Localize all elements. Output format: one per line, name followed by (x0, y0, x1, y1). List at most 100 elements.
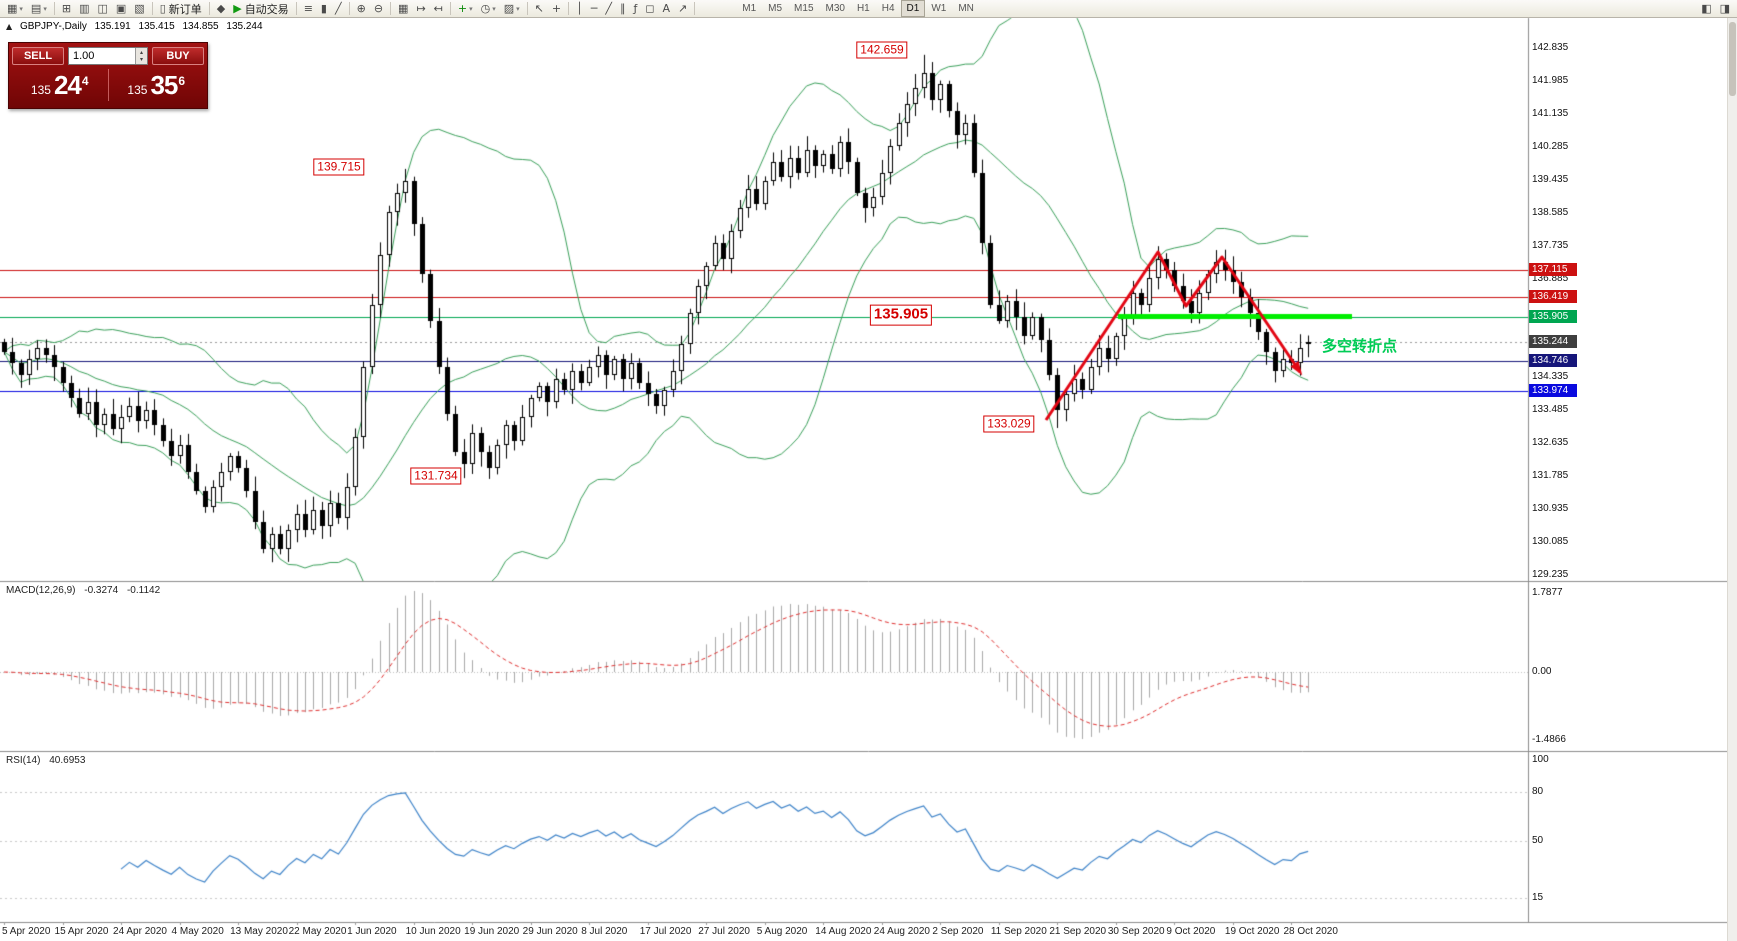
timeframe-m1-button[interactable]: M1 (742, 3, 757, 14)
timeframe-m5-button[interactable]: M5 (768, 3, 783, 14)
data-window-button[interactable]: ▥ (75, 0, 93, 17)
volume-input[interactable] (69, 47, 137, 64)
date-axis-label: 24 Apr 2020 (113, 926, 167, 937)
price-annotation[interactable]: 135.905 (869, 304, 933, 326)
trendline-icon: ╱ (605, 2, 612, 15)
timeframe-group: M1 M5 M15 M30 H1 H4 D1 W1 MN (736, 0, 980, 17)
periods-caret-icon: ▾ (492, 4, 496, 13)
toolbar-separator (568, 2, 570, 15)
sell-price-button[interactable]: 135 244 (12, 70, 108, 101)
navigator-button[interactable]: ◫ (93, 0, 111, 17)
templates-button[interactable]: ▨ ▾ (500, 0, 524, 17)
templates-icon: ▨ (503, 2, 515, 15)
market-watch-button[interactable]: ⊞ (58, 0, 75, 17)
chart-shift-button[interactable]: ↤ (430, 0, 447, 17)
periods-button[interactable]: ◷ ▾ (477, 0, 500, 17)
dock-left-button[interactable]: ◧ (1697, 0, 1715, 17)
price-annotation[interactable]: 142.659 (856, 41, 908, 59)
price-axis-tag: 134.746 (1529, 354, 1577, 368)
autotrade-icon: ▶ (233, 2, 242, 15)
horizontal-line-button[interactable]: ─ (587, 0, 602, 17)
terminal-button[interactable]: ▣ (112, 0, 130, 17)
price-axis-label: 133.485 (1532, 404, 1569, 416)
price-annotation[interactable]: 131.734 (410, 467, 462, 485)
trade-panel-prices: 135 244 135 356 (12, 65, 204, 105)
strategy-tester-button[interactable]: ▧ (130, 0, 148, 17)
date-axis-label: 9 Oct 2020 (1166, 926, 1216, 937)
toolbar-separator (390, 2, 392, 15)
equidistant-channel-button[interactable]: ∥ (616, 0, 630, 17)
sell-button[interactable]: SELL (12, 46, 64, 65)
timeframe-mn-button[interactable]: MN (958, 3, 974, 14)
line-chart-mode-button[interactable]: ╱ (331, 0, 346, 17)
bar-chart-mode-button[interactable]: ≡ (300, 0, 317, 17)
shapes-icon: ◻ (645, 2, 655, 15)
periods-icon: ◷ (480, 2, 491, 15)
zoom-in-button[interactable]: ⊕ (353, 0, 370, 17)
date-axis-label: 4 May 2020 (171, 926, 224, 937)
arrows-button[interactable]: ↗ (674, 0, 691, 17)
autotrade-button[interactable]: ▶ 自动交易 (229, 0, 292, 17)
date-axis-label: 28 Oct 2020 (1283, 926, 1338, 937)
auto-scroll-button[interactable]: ↦ (412, 0, 429, 17)
date-axis-label: 5 Aug 2020 (756, 926, 808, 937)
trade-panel-top-row: SELL ▴ ▾ BUY (12, 46, 204, 65)
shapes-button[interactable]: ◻ (641, 0, 658, 17)
macd-signal-value: -0.1142 (126, 585, 161, 596)
macd-axis-label: 0.00 (1532, 666, 1552, 678)
date-axis-label: 11 Sep 2020 (990, 926, 1047, 937)
text-button[interactable]: A (658, 0, 674, 17)
cursor-icon: ↖ (534, 2, 544, 15)
timeframe-h4-button[interactable]: H4 (881, 3, 895, 14)
rsi-value: 40.6953 (49, 755, 86, 766)
toolbar-separator (449, 2, 451, 15)
bar-chart-mode-icon: ≡ (303, 2, 313, 15)
price-annotation[interactable]: 133.029 (983, 415, 1035, 433)
dock-right-button[interactable]: ◨ (1716, 0, 1734, 17)
ohlc-open: 135.191 (94, 21, 131, 32)
rsi-axis-label: 100 (1532, 754, 1549, 765)
new-order-button[interactable]: ▯ 新订单 (156, 0, 206, 17)
timeframe-h1-button[interactable]: H1 (856, 3, 870, 14)
timeframe-w1-button[interactable]: W1 (931, 3, 947, 14)
vertical-line-icon: │ (576, 2, 583, 15)
price-axis-label: 132.635 (1532, 437, 1569, 449)
fibonacci-button[interactable]: ƒ (629, 0, 641, 17)
volume-box: ▴ ▾ (68, 46, 148, 65)
metaeditor-button[interactable]: ◆ (213, 0, 229, 17)
volume-spinner[interactable]: ▴ ▾ (135, 47, 147, 64)
right-scrollbar[interactable] (1727, 18, 1737, 941)
profiles-button[interactable]: ▤ ▾ (27, 0, 51, 17)
candle-chart-mode-button[interactable]: ▮ (317, 0, 331, 17)
trendline-button[interactable]: ╱ (601, 0, 616, 17)
date-axis-label: 5 Apr 2020 (2, 926, 51, 937)
rsi-name: RSI(14) (6, 755, 41, 766)
zoom-out-button[interactable]: ⊖ (370, 0, 387, 17)
price-annotation[interactable]: 139.715 (313, 158, 365, 176)
volume-up-icon[interactable]: ▴ (139, 48, 143, 56)
timeframe-m30-button[interactable]: M30 (825, 3, 845, 14)
scrollbar-thumb[interactable] (1729, 22, 1736, 96)
buy-price-button[interactable]: 135 356 (109, 70, 205, 101)
volume-down-icon[interactable]: ▾ (139, 55, 143, 63)
autotrade-label: 自动交易 (244, 3, 289, 16)
date-axis-label: 29 Jun 2020 (522, 926, 578, 937)
cursor-button[interactable]: ↖ (531, 0, 548, 17)
fibonacci-icon: ƒ (633, 2, 638, 15)
date-axis-label: 14 Aug 2020 (815, 926, 872, 937)
buy-button[interactable]: BUY (152, 46, 204, 65)
zoom-out-icon: ⊖ (373, 2, 384, 15)
timeframe-d1-button[interactable]: D1 (900, 0, 926, 17)
new-chart-button[interactable]: ▦ ▾ (3, 0, 27, 17)
indicators-button[interactable]: + ▾ (454, 0, 477, 17)
crosshair-button[interactable]: + (548, 0, 565, 17)
vertical-line-button[interactable]: │ (572, 0, 587, 17)
price-axis-label: 141.135 (1532, 107, 1569, 119)
turning-point-annotation[interactable]: 多空转折点 (1322, 338, 1398, 355)
timeframe-m15-button[interactable]: M15 (794, 3, 814, 14)
dock-left-icon: ◧ (1701, 2, 1712, 15)
price-axis-label: 131.785 (1532, 470, 1569, 482)
tile-windows-button[interactable]: ▦ (394, 0, 412, 17)
macd-indicator-label: MACD(12,26,9) -0.3274 -0.1142 (6, 585, 166, 596)
